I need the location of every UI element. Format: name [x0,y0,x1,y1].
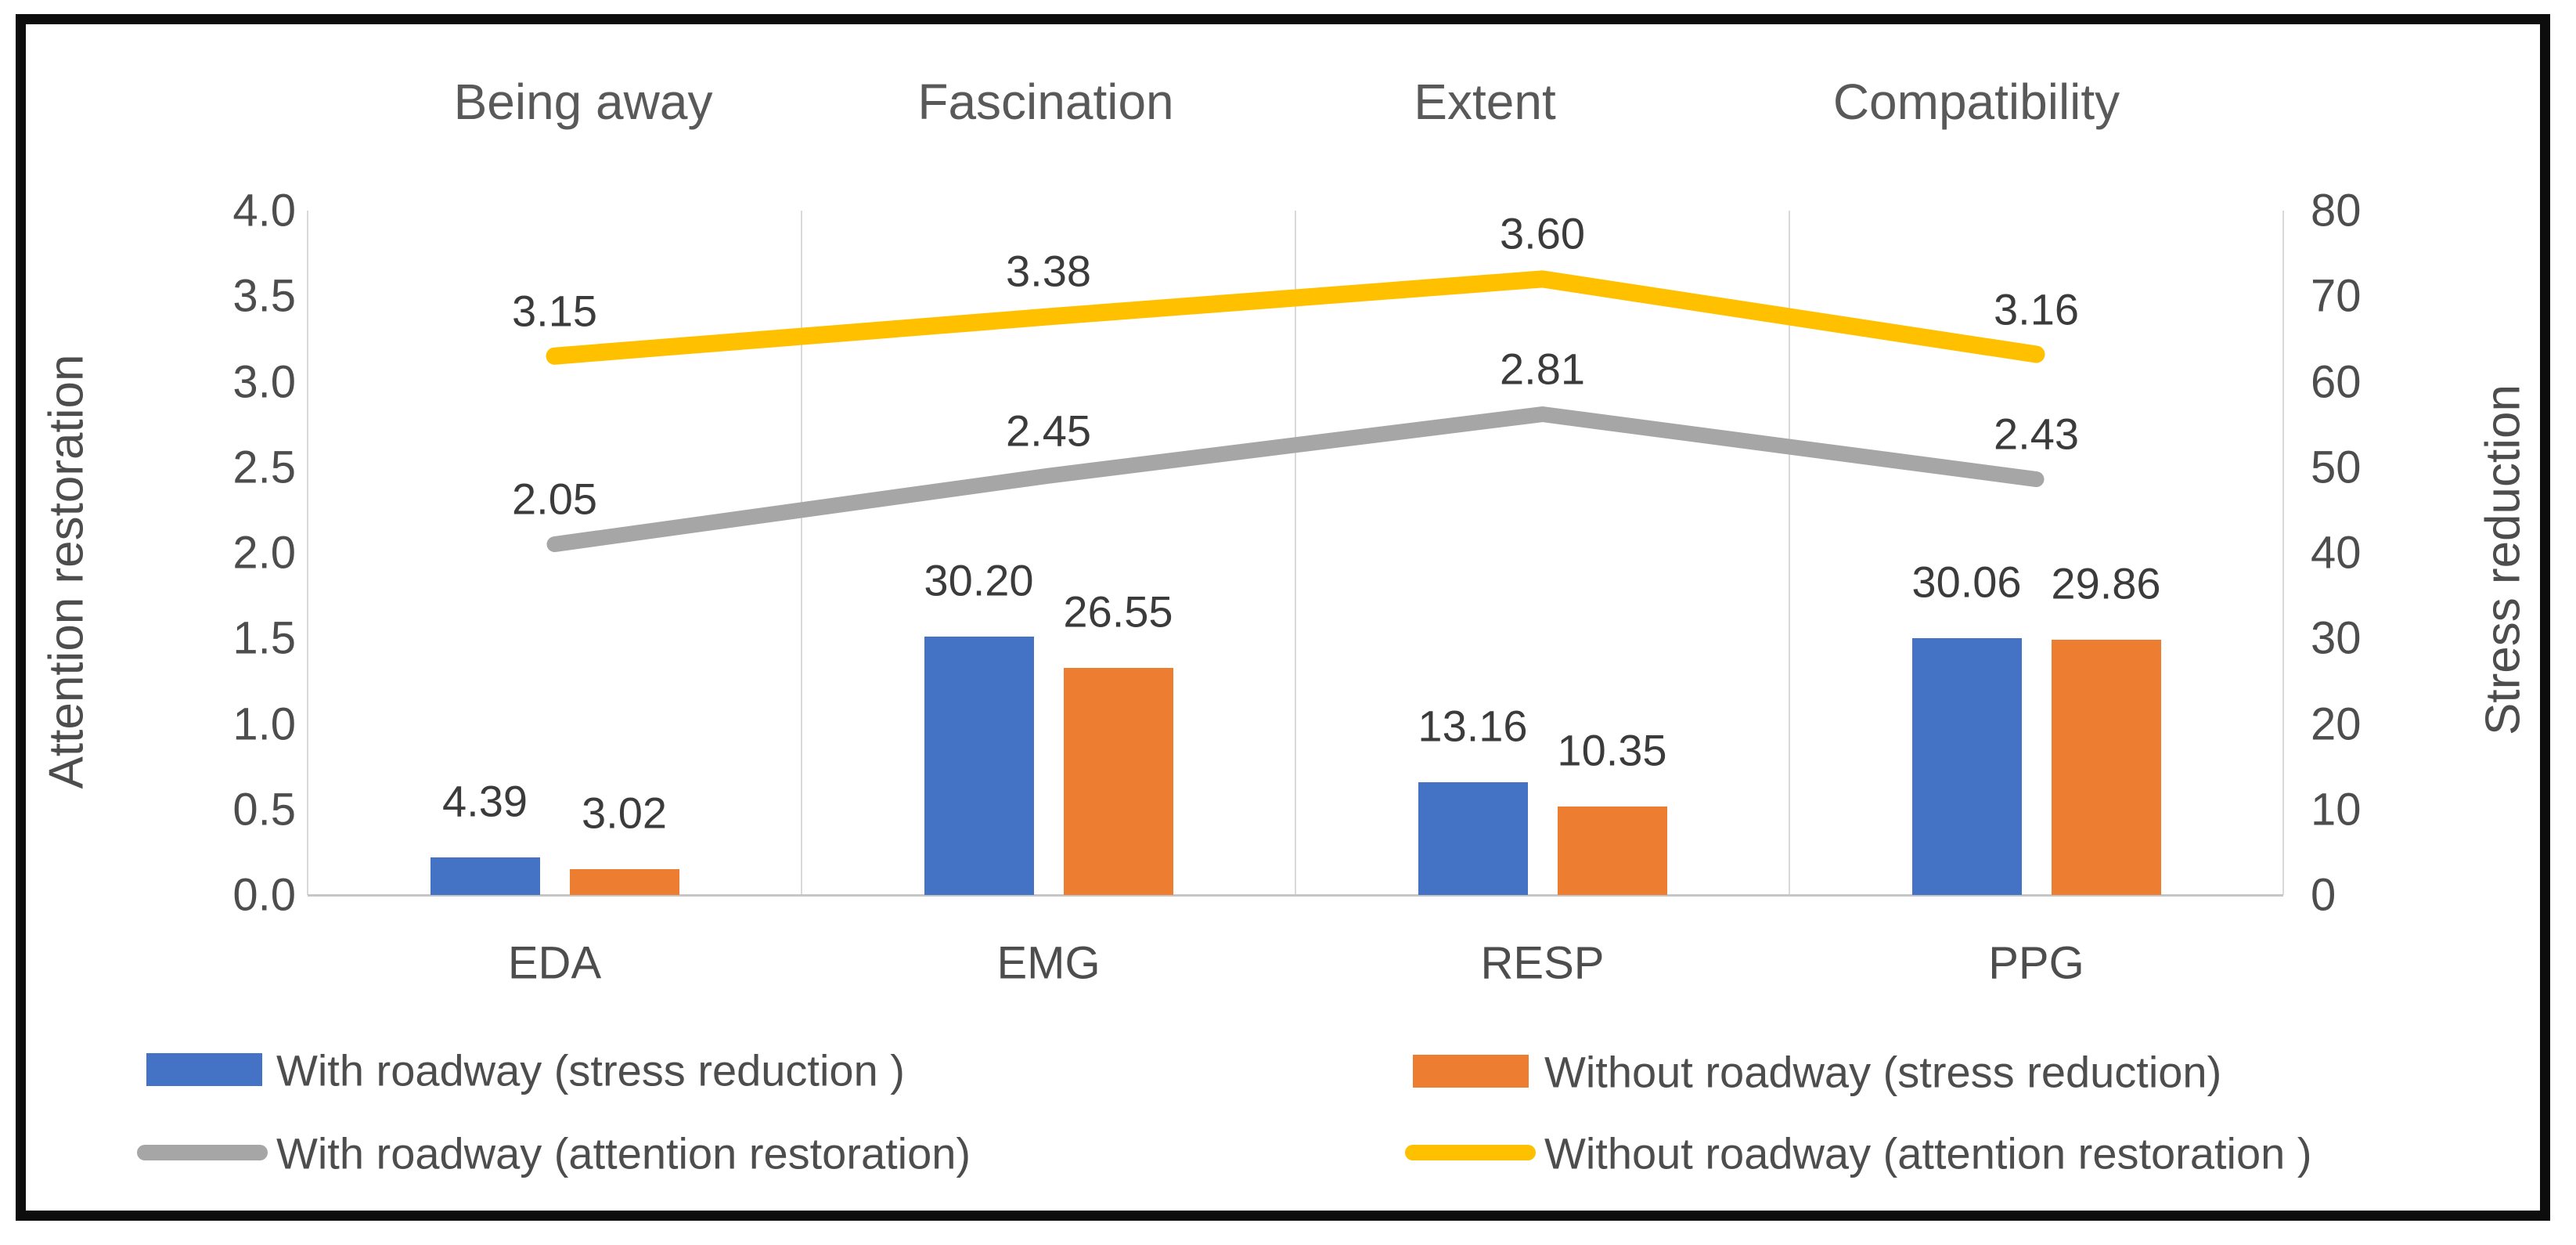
data-label: 30.20 [924,555,1034,605]
left-axis-tick-label: 2.0 [232,527,296,579]
chart-border-frame [16,14,2550,1221]
legend-label: With roadway (stress reduction ) [276,1045,905,1095]
left-axis-tick-label: 1.5 [232,612,296,664]
bar [1063,667,1173,895]
legend-label: Without roadway (stress reduction) [1544,1047,2222,1097]
data-label: 4.39 [442,776,528,826]
right-axis-tick-label: 0 [2311,869,2336,921]
panel-gridline [801,211,802,895]
category-label: EMG [996,937,1101,989]
category-label: PPG [1988,937,2084,989]
data-label: 2.05 [512,474,597,524]
data-label: 3.15 [512,286,597,336]
right-axis-tick-label: 30 [2311,612,2362,664]
left-axis-tick-label: 2.5 [232,442,296,493]
data-label: 3.02 [582,788,667,838]
panel-title: Fascination [917,74,1174,130]
bar [1418,782,1528,895]
panel-title: Compatibility [1832,74,2120,130]
bar [924,637,1034,895]
right-axis-title: Stress reduction [2476,384,2531,735]
data-label: 13.16 [1418,701,1528,751]
data-label: 29.86 [2051,558,2161,608]
left-axis-tick-label: 3.5 [232,270,296,322]
panel-gridline [1295,211,1296,895]
panel-title: Being away [453,74,713,130]
data-label: 2.45 [1006,406,1091,456]
data-label: 26.55 [1063,586,1173,637]
panel-gridline [307,211,308,895]
left-axis-tick-label: 0.5 [232,784,296,835]
left-axis-tick-label: 4.0 [232,185,296,236]
data-label: 10.35 [1557,725,1667,775]
bar [569,869,679,895]
panel-title: Extent [1414,74,1556,130]
data-label: 3.60 [1500,208,1585,258]
panel-gridline [2282,211,2284,895]
bar [1911,637,2022,895]
legend-label: Without roadway (attention restoration ) [1544,1128,2312,1178]
legend-square-swatch [1413,1055,1529,1088]
right-axis-tick-label: 80 [2311,185,2362,236]
panel-gridline [1789,211,1790,895]
bar [430,857,540,895]
data-label: 2.81 [1500,344,1585,394]
legend-label: With roadway (attention restoration) [276,1128,971,1178]
data-label: 3.38 [1006,246,1091,296]
data-label: 2.43 [1994,409,2079,459]
left-axis-tick-label: 3.0 [232,356,296,407]
x-axis-line [308,894,2283,897]
category-label: RESP [1480,937,1605,989]
right-axis-tick-label: 40 [2311,527,2362,579]
left-axis-title: Attention restoration [39,354,94,789]
bar [1557,806,1667,895]
right-axis-tick-label: 60 [2311,356,2362,407]
left-axis-tick-label: 1.0 [232,698,296,749]
data-label: 3.16 [1994,284,2079,334]
data-label: 30.06 [1911,557,2022,607]
bar [2051,639,2161,895]
category-label: EDA [507,937,602,989]
right-axis-tick-label: 70 [2311,270,2362,322]
legend-line-swatch [137,1145,268,1160]
legend-line-swatch [1405,1145,1536,1160]
right-axis-tick-label: 20 [2311,698,2362,749]
legend-square-swatch [146,1053,262,1086]
left-axis-tick-label: 0.0 [232,869,296,921]
right-axis-tick-label: 10 [2311,784,2362,835]
right-axis-tick-label: 50 [2311,442,2362,493]
